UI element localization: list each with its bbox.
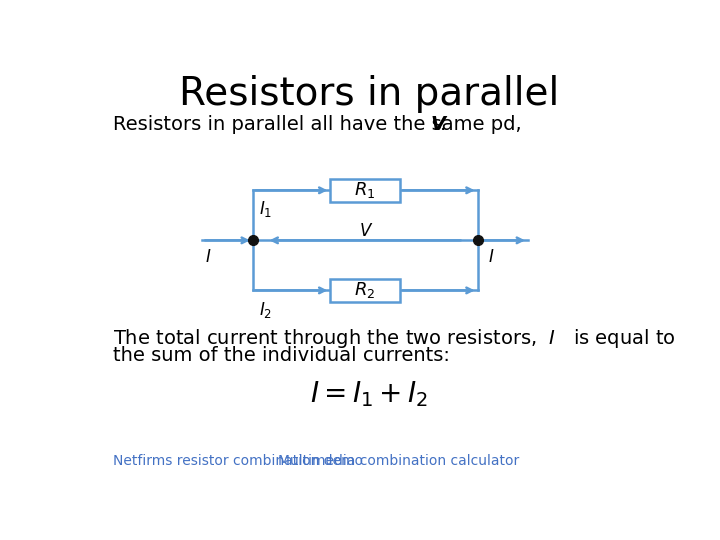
Text: $I_2$: $I_2$ <box>259 300 272 320</box>
Text: Netfirms resistor combination demo: Netfirms resistor combination demo <box>113 454 364 468</box>
Text: the sum of the individual currents:: the sum of the individual currents: <box>113 346 450 366</box>
Text: $I = I_1 + I_2$: $I = I_1 + I_2$ <box>310 380 428 409</box>
Text: $I$: $I$ <box>204 248 211 266</box>
Text: The total current through the two resistors,  $I$   is equal to: The total current through the two resist… <box>113 327 676 350</box>
Text: .: . <box>441 116 446 134</box>
FancyBboxPatch shape <box>330 179 400 202</box>
Text: $R_2$: $R_2$ <box>354 280 376 300</box>
Text: V: V <box>359 222 371 240</box>
Text: Resistors in parallel: Resistors in parallel <box>179 75 559 113</box>
Text: $I_1$: $I_1$ <box>259 199 272 219</box>
Text: $R_1$: $R_1$ <box>354 180 376 200</box>
Text: Resistors in parallel all have the same pd,: Resistors in parallel all have the same … <box>113 116 534 134</box>
Text: V: V <box>431 116 446 134</box>
FancyBboxPatch shape <box>330 279 400 302</box>
Text: $I$: $I$ <box>488 248 495 266</box>
Text: Multimedia combination calculator: Multimedia combination calculator <box>277 454 519 468</box>
